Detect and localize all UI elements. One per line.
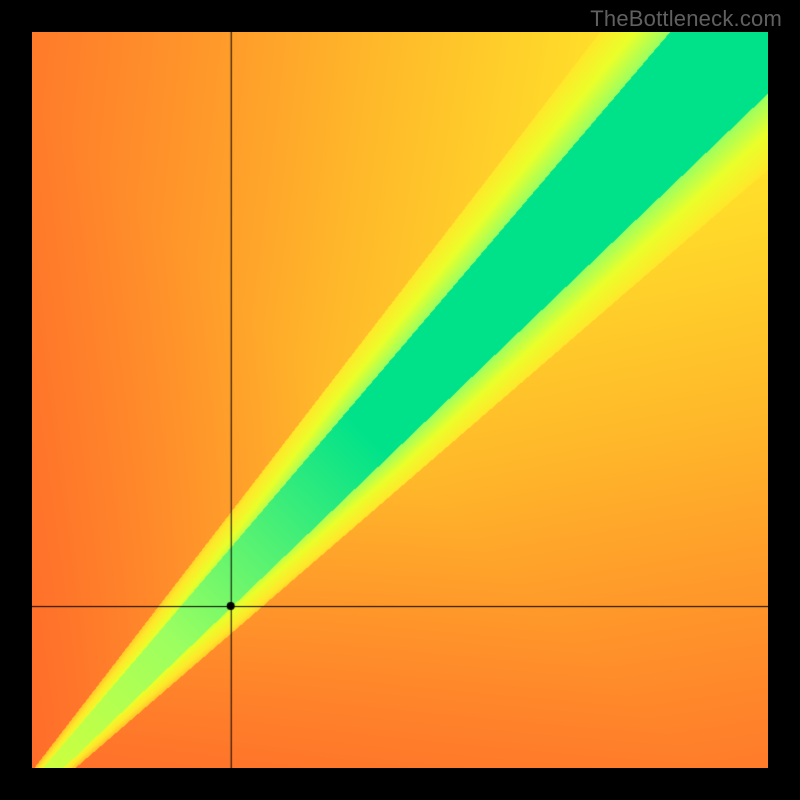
heatmap-canvas xyxy=(32,32,768,768)
heatmap-plot xyxy=(32,32,768,768)
chart-frame: TheBottleneck.com xyxy=(0,0,800,800)
watermark-text: TheBottleneck.com xyxy=(590,6,782,32)
